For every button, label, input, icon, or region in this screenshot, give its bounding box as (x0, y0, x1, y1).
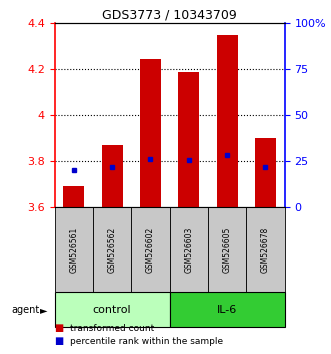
Bar (55, 207, 93, 292)
Bar (178, 73, 199, 207)
Text: ■: ■ (55, 323, 64, 333)
Text: GSM526603: GSM526603 (184, 226, 193, 273)
Bar (255, 138, 276, 207)
Text: ►: ► (40, 305, 47, 315)
Text: IL-6: IL-6 (217, 305, 237, 315)
Text: control: control (93, 305, 131, 315)
Bar (63, 186, 84, 207)
Bar (208, 207, 246, 292)
Bar (55, 292, 169, 327)
Bar (246, 207, 285, 292)
Text: GSM526605: GSM526605 (223, 226, 232, 273)
Text: GSM526678: GSM526678 (261, 227, 270, 273)
Text: percentile rank within the sample: percentile rank within the sample (70, 337, 223, 346)
Bar (131, 207, 169, 292)
Bar (102, 145, 123, 207)
Text: GSM526561: GSM526561 (69, 227, 78, 273)
Text: GSM526602: GSM526602 (146, 227, 155, 273)
Text: ■: ■ (55, 336, 64, 346)
Bar (216, 35, 238, 207)
Title: GDS3773 / 10343709: GDS3773 / 10343709 (102, 9, 237, 22)
Bar (169, 207, 208, 292)
Bar (140, 59, 161, 207)
Text: GSM526562: GSM526562 (108, 227, 117, 273)
Text: transformed count: transformed count (70, 324, 154, 333)
Bar (169, 292, 285, 327)
Bar (93, 207, 131, 292)
Text: agent: agent (12, 305, 40, 315)
